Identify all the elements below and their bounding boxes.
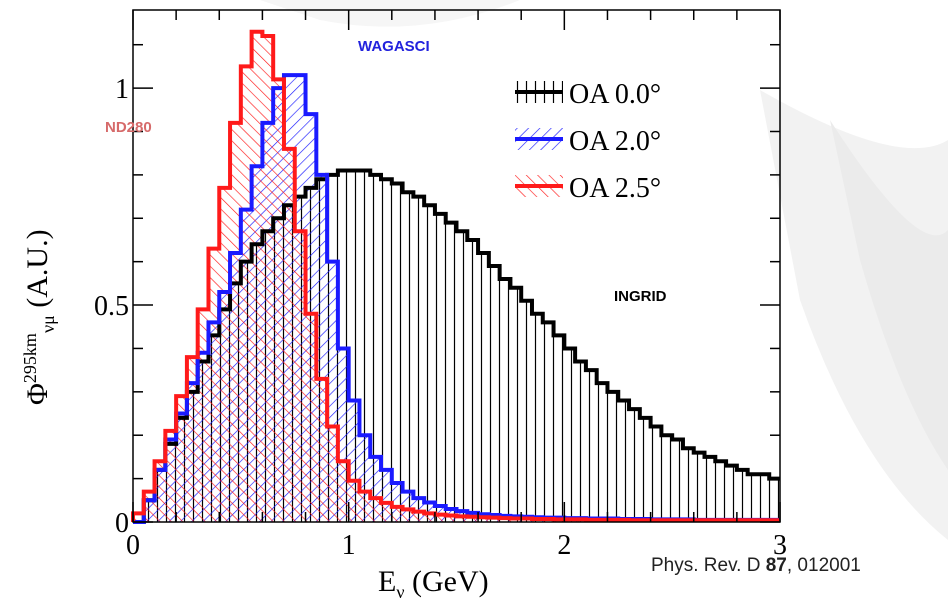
- axis-ticks: 0 1 2 3 0 0.5 1: [94, 10, 787, 561]
- legend: OA 0.0° OA 2.0° OA 2.5°: [515, 79, 661, 204]
- annotation-ingrid: INGRID: [614, 288, 667, 305]
- citation: Phys. Rev. D 87, 012001: [651, 555, 861, 576]
- y-tick-label: 0.5: [94, 291, 129, 322]
- x-tick-label: 0: [126, 530, 140, 561]
- series-outline-0: [133, 168, 780, 524]
- y-tick-label: 1: [115, 74, 129, 105]
- plot-frame: [132, 9, 781, 523]
- legend-label: OA 2.0°: [569, 126, 661, 157]
- x-axis-label: Eν (GeV): [378, 565, 489, 602]
- x-tick-label: 2: [557, 530, 571, 561]
- series-outlines: [131, 29, 780, 524]
- annotation-nd280: ND280: [105, 119, 152, 136]
- x-tick-label: 1: [342, 530, 356, 561]
- series-outline-2: [131, 29, 780, 523]
- annotation-wagasci: WAGASCI: [358, 38, 430, 55]
- legend-label: OA 2.5°: [569, 173, 661, 204]
- x-tick-label: 3: [773, 530, 787, 561]
- y-tick-label: 0: [115, 508, 129, 539]
- legend-label: OA 0.0°: [569, 79, 661, 110]
- y-axis-label: Φ295kmνμ (A.U.): [20, 229, 58, 405]
